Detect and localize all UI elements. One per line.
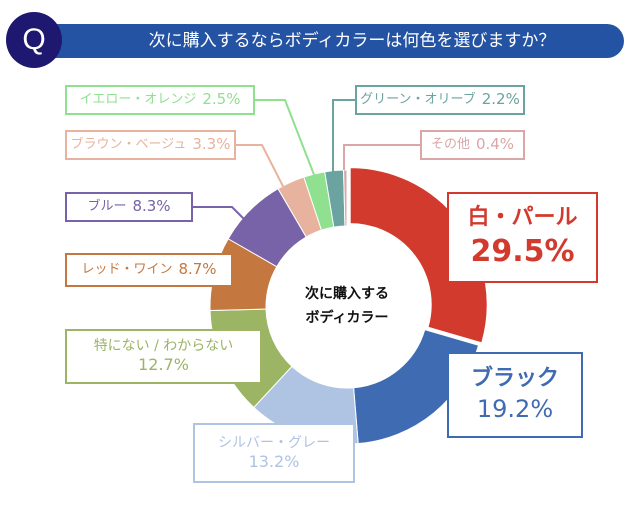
leader-line-7: [255, 99, 319, 186]
slice-label: グリーン・オリーブ: [360, 91, 476, 107]
question-title: 次に購入するならボディカラーは何色を選びますか？: [148, 31, 556, 51]
data-label-5: ブルー 8.3%: [65, 192, 193, 222]
data-label-6: ブラウン・ベージュ 3.3%: [65, 130, 236, 160]
data-label-3: 特にない / わからない 12.7%: [65, 329, 262, 384]
slice-label: その他: [430, 136, 470, 152]
slice-label: 白・パール: [467, 204, 578, 230]
slice-value: 0.4%: [475, 135, 515, 154]
slice-label: 特にない / わからない: [93, 338, 234, 354]
slice-value: 2.5%: [202, 90, 241, 109]
slice-value: 29.5%: [470, 234, 575, 270]
slice-label: レッド・ワイン: [81, 261, 173, 277]
slice-value: 12.7%: [138, 355, 189, 375]
center-label: 次に購入する ボディカラー: [287, 282, 407, 330]
header-bar: [24, 24, 624, 58]
slice-0: [349, 167, 488, 344]
slice-value: 2.2%: [481, 90, 520, 109]
leader-line-8: [332, 99, 355, 172]
slice-label: ブラック: [470, 366, 559, 392]
slice-value: 13.2%: [248, 451, 300, 471]
slice-label: シルバー・グレー: [218, 434, 330, 451]
slice-9: [343, 169, 348, 227]
slice-value: 8.7%: [178, 260, 217, 279]
data-label-2: シルバー・グレー 13.2%: [193, 423, 355, 483]
leader-line-9: [343, 144, 420, 170]
slice-value: 8.3%: [132, 197, 171, 216]
leader-line-6: [236, 144, 291, 201]
data-label-1: ブラック 19.2%: [447, 352, 583, 438]
data-label-7: イエロー・オレンジ 2.5%: [65, 85, 255, 115]
data-label-9: その他 0.4%: [420, 130, 525, 160]
center-label-line1: 次に購入する: [305, 286, 389, 302]
slice-label: ブルー: [87, 198, 127, 214]
leader-line-5: [193, 206, 251, 226]
slice-value: 3.3%: [192, 135, 231, 154]
slice-value: 19.2%: [476, 394, 554, 423]
data-label-4: レッド・ワイン 8.7%: [65, 253, 233, 287]
center-label-line2: ボディカラー: [305, 310, 389, 326]
slice-label: ブラウン・ベージュ: [70, 136, 187, 152]
slice-label: イエロー・オレンジ: [79, 91, 197, 107]
data-label-0: 白・パール 29.5%: [447, 192, 598, 283]
data-label-8: グリーン・オリーブ 2.2%: [355, 85, 525, 115]
q-badge: Q: [6, 12, 62, 68]
